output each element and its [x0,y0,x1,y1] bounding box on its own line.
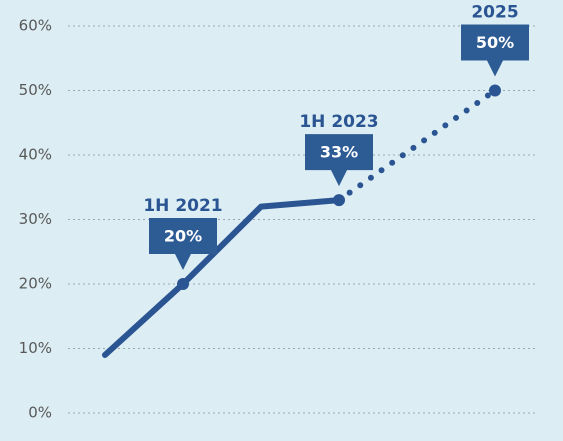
line [102,197,342,358]
category-label: 1H 2021 [143,196,222,216]
callout [461,24,529,77]
category-label: 1H 2023 [299,112,378,132]
y-tick-label: 60% [19,17,52,35]
y-tick-label: 50% [19,81,52,99]
category-label: 2025 [471,3,518,23]
marker [333,194,345,207]
marker [489,84,501,97]
y-tick-label: 20% [19,275,52,293]
line [336,87,498,204]
value-label: 33% [320,143,358,162]
marker [177,278,189,290]
value-label: 50% [476,33,514,52]
y-tick-label: 30% [19,210,52,228]
callout [149,218,217,270]
value-label: 20% [164,227,202,246]
y-tick-label: 10% [19,339,52,357]
callout [305,134,373,187]
y-tick-label: 0% [28,404,52,422]
y-tick-label: 40% [19,146,52,164]
